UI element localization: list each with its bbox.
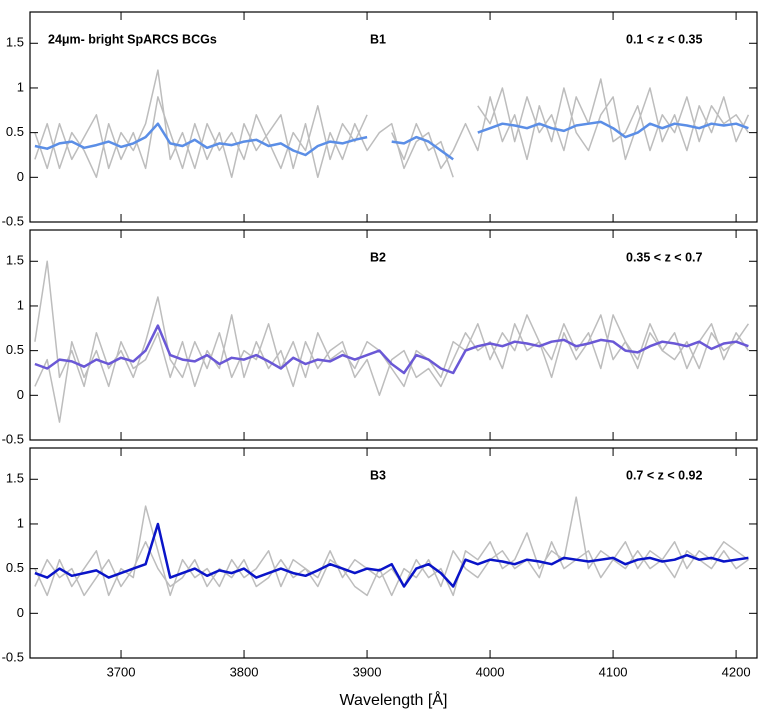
y-tick-label: 1.5 bbox=[6, 471, 24, 486]
panel-plot bbox=[34, 496, 749, 597]
panel-label: 24μm- bright SpARCS BCGs bbox=[48, 32, 217, 46]
redshift-label: 0.7 < z < 0.92 bbox=[626, 468, 702, 482]
y-tick-label: -0.5 bbox=[2, 213, 24, 228]
x-tick-label: 3700 bbox=[107, 664, 136, 679]
y-tick-label: 1 bbox=[17, 79, 24, 94]
y-tick-label: 1 bbox=[17, 297, 24, 312]
spectrum-line bbox=[34, 324, 749, 375]
panel-plot bbox=[34, 260, 750, 423]
x-tick-label: 4100 bbox=[599, 664, 628, 679]
panel-frame bbox=[29, 229, 758, 441]
spectrum-line bbox=[34, 120, 749, 161]
y-tick-label: 1 bbox=[17, 515, 24, 530]
redshift-label: 0.35 < z < 0.7 bbox=[626, 250, 702, 264]
x-tick-label: 4000 bbox=[476, 664, 505, 679]
y-tick-label: 1.5 bbox=[6, 253, 24, 268]
x-tick-label: 3900 bbox=[353, 664, 382, 679]
spectrum-line bbox=[34, 260, 750, 388]
x-tick-label: 3800 bbox=[230, 664, 259, 679]
spectrum-line bbox=[34, 496, 749, 597]
y-tick-label: 0 bbox=[17, 605, 24, 620]
y-tick-label: 0.5 bbox=[6, 560, 24, 575]
panel-frame bbox=[29, 11, 758, 223]
spectrum-line bbox=[34, 87, 750, 179]
spectrum-line bbox=[34, 522, 749, 588]
redshift-label: 0.1 < z < 0.35 bbox=[626, 32, 702, 46]
panel-frame bbox=[29, 447, 758, 659]
x-tick-label: 4200 bbox=[722, 664, 751, 679]
y-tick-label: 0 bbox=[17, 387, 24, 402]
y-tick-label: 1.5 bbox=[6, 35, 24, 50]
y-tick-label: 0 bbox=[17, 169, 24, 184]
y-tick-label: 0.5 bbox=[6, 124, 24, 139]
panel-title: B3 bbox=[370, 468, 386, 482]
y-tick-label: -0.5 bbox=[2, 431, 24, 446]
panel-title: B1 bbox=[370, 32, 386, 46]
x-axis-label: Wavelength [Å] bbox=[340, 690, 448, 709]
y-tick-label: -0.5 bbox=[2, 649, 24, 664]
panel-title: B2 bbox=[370, 250, 386, 264]
panel-plot bbox=[34, 69, 750, 179]
y-tick-label: 0.5 bbox=[6, 342, 24, 357]
